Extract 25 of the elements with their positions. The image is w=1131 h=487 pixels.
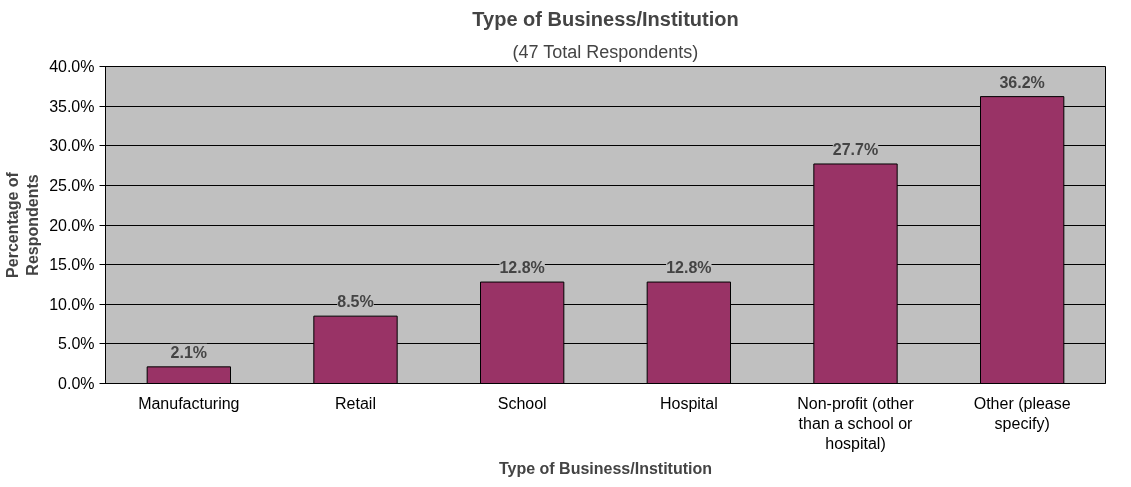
chart-title: Type of Business/Institution xyxy=(472,7,739,30)
y-tick-label: 40.0% xyxy=(49,58,95,75)
x-tick-label: Retail xyxy=(335,394,376,412)
x-tick-label: Manufacturing xyxy=(138,394,240,412)
chart-subtitle: (47 Total Respondents) xyxy=(512,41,699,62)
y-tick-label: 30.0% xyxy=(49,137,95,155)
x-tick-label: Hospital xyxy=(659,394,718,412)
y-tick-label: 25.0% xyxy=(49,176,95,194)
x-tick-label: School xyxy=(497,394,547,412)
y-tick-label: 15.0% xyxy=(49,256,95,274)
data-label: 12.8% xyxy=(499,259,545,277)
x-tick-label: Other (please specify) xyxy=(973,394,1071,432)
data-label: 8.5% xyxy=(337,293,374,311)
data-label: 2.1% xyxy=(170,343,208,361)
y-tick-label: 0.0% xyxy=(58,375,95,392)
data-label: 12.8% xyxy=(666,259,712,277)
x-axis-title: Type of Business/Institution xyxy=(498,460,713,478)
y-tick-label: 35.0% xyxy=(49,97,95,115)
y-tick-label: 10.0% xyxy=(49,295,95,313)
data-label: 36.2% xyxy=(999,73,1045,91)
y-tick-label: 5.0% xyxy=(58,335,95,353)
y-tick-label: 20.0% xyxy=(49,216,95,234)
y-axis-title: Percentage of Respondents xyxy=(3,171,42,278)
data-label: 27.7% xyxy=(832,140,879,158)
x-tick-label: Non-profit (other than a school or hospital) xyxy=(797,394,915,453)
